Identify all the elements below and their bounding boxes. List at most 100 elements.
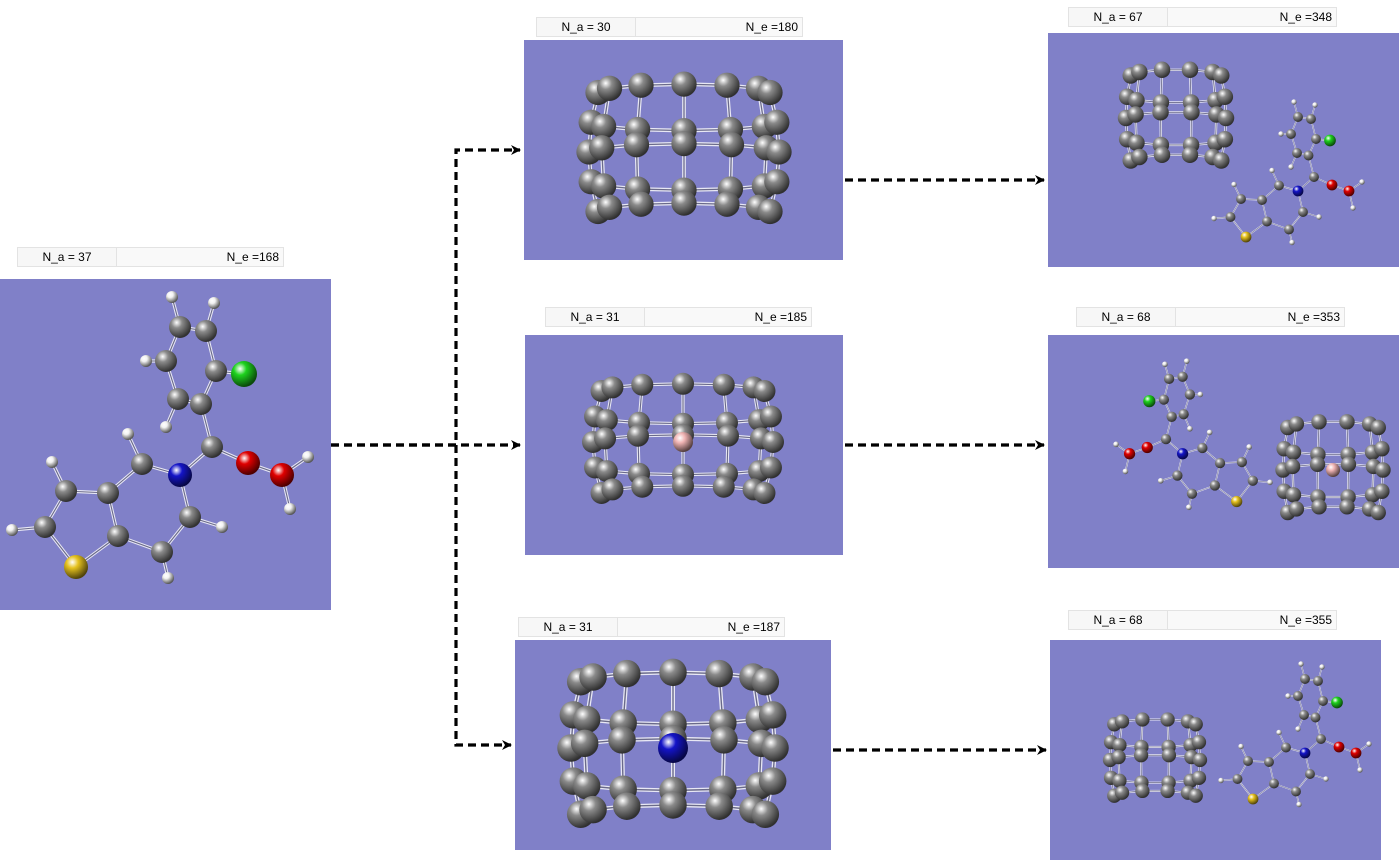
sulfur-atom: [64, 555, 88, 579]
hydrogen-atom: [1295, 726, 1301, 732]
hydrogen-atom: [1312, 102, 1318, 108]
carbon-atom: [1374, 441, 1390, 457]
nitrogen-atom: [1176, 448, 1189, 460]
carbon-atom: [758, 701, 787, 729]
carbon-atom: [1128, 92, 1145, 109]
hydrogen-atom: [1288, 164, 1294, 170]
carbon-atom: [107, 525, 129, 547]
hydrogen-atom: [1238, 743, 1244, 750]
carbon-atom: [1184, 389, 1196, 400]
hydrogen-atom: [216, 521, 228, 533]
carbon-atom: [1292, 148, 1302, 158]
hydrogen-atom: [160, 421, 172, 433]
carbon-atom: [1286, 129, 1296, 139]
hydrogen-atom: [1211, 215, 1217, 222]
carbon-atom: [1370, 419, 1386, 436]
carbon-atom: [759, 405, 782, 428]
carbon-atom: [1181, 61, 1199, 79]
hydrogen-atom: [1291, 99, 1297, 105]
hydrogen-atom: [122, 428, 134, 440]
carbon-atom: [1284, 458, 1301, 475]
carbon-atom: [1306, 114, 1316, 124]
carbon-atom: [1311, 134, 1321, 144]
carbon-atom: [1217, 109, 1235, 127]
carbon-atom: [1197, 442, 1208, 454]
carbon-atom: [1177, 371, 1188, 382]
carbon-atom: [596, 194, 623, 220]
complex-n-panel: [1050, 640, 1381, 860]
carbon-atom: [1288, 416, 1305, 432]
hydrogen-atom: [162, 572, 174, 584]
carbon-atom: [751, 800, 780, 829]
carbon-atom: [659, 791, 687, 819]
boron-atom: [1326, 463, 1340, 477]
carbon-atom: [1285, 487, 1302, 503]
label-complex-b: N_a = 68 N_e =353: [1076, 307, 1345, 327]
hydrogen-atom: [1186, 504, 1192, 511]
carbon-atom: [1160, 434, 1172, 445]
carbon-atom: [1216, 131, 1234, 148]
carbon-atom: [1161, 748, 1177, 763]
label-complex-n: N_a = 68 N_e =355: [1068, 610, 1337, 630]
carbon-atom: [1284, 224, 1294, 235]
label-parent: N_a = 37 N_e =168: [17, 247, 284, 267]
carbon-atom: [97, 482, 119, 504]
sulfur-atom: [1247, 793, 1259, 805]
carbon-atom: [1153, 146, 1171, 164]
electron-count: N_e =355: [1168, 610, 1337, 630]
b-doped-cage-panel: [525, 335, 843, 555]
electron-count: N_e =187: [618, 617, 785, 637]
carbon-atom: [1181, 146, 1199, 164]
carbon-atom: [594, 427, 617, 450]
panel-background: [1048, 335, 1399, 568]
carbon-atom: [205, 360, 227, 382]
carbon-atom: [628, 72, 654, 98]
hydrogen-atom: [1319, 664, 1325, 670]
carbon-atom: [167, 388, 189, 410]
carbon-atom: [628, 191, 654, 217]
carbon-atom: [613, 792, 641, 820]
carbon-atom: [579, 795, 607, 824]
carbon-atom: [169, 316, 191, 338]
carbon-atom: [631, 475, 654, 498]
carbon-atom: [1374, 483, 1390, 499]
carbon-atom: [1293, 112, 1303, 122]
carbon-atom: [1192, 752, 1208, 768]
carbon-atom: [759, 456, 782, 479]
label-complex-c30: N_a = 67 N_e =348: [1068, 7, 1337, 27]
carbon-atom: [1339, 499, 1355, 515]
carbon-atom: [1213, 152, 1230, 169]
carbon-atom: [601, 376, 624, 399]
hydrogen-atom: [1197, 391, 1204, 398]
carbon-atom: [1163, 373, 1175, 384]
hydrogen-atom: [1278, 131, 1284, 137]
hydrogen-atom: [1183, 358, 1190, 364]
carbon-atom: [1133, 748, 1149, 763]
carbon-atom: [717, 424, 739, 447]
carbon-atom: [1191, 770, 1207, 785]
carbon-atom: [1183, 104, 1200, 121]
oxygen-atom: [270, 463, 294, 487]
carbon-atom: [1166, 411, 1177, 422]
hydrogen-atom: [46, 456, 58, 468]
carbon-atom: [1186, 488, 1198, 499]
carbon-atom: [757, 79, 783, 106]
carbon-atom: [1339, 414, 1355, 430]
carbon-atom: [1152, 104, 1169, 121]
atom-count: N_a = 67: [1068, 7, 1168, 27]
hydrogen-atom: [1276, 729, 1282, 736]
carbon-atom: [579, 663, 607, 691]
electron-count: N_e =180: [636, 17, 803, 37]
carbon-atom: [155, 350, 177, 372]
carbon-atom: [1131, 148, 1148, 166]
carbon-atom: [1316, 734, 1326, 744]
carbon-atom: [1128, 134, 1145, 152]
atom-count: N_a = 37: [17, 247, 117, 267]
carbon-atom: [1303, 150, 1314, 161]
nitrogen-atom: [1299, 747, 1311, 759]
hydrogen-atom: [1366, 741, 1372, 747]
carbon-atom: [1274, 180, 1284, 191]
hydrogen-atom: [1316, 214, 1322, 220]
carbon-atom: [1214, 457, 1226, 469]
